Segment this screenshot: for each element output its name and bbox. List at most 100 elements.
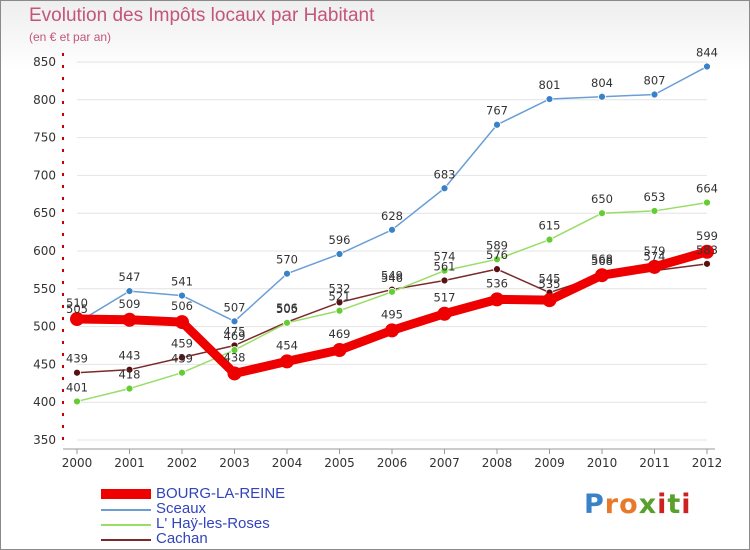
data-point-sceaux bbox=[493, 120, 501, 129]
data-label-cachan: 506 bbox=[276, 301, 298, 315]
series-layer bbox=[70, 62, 714, 406]
data-point-sceaux bbox=[230, 317, 239, 326]
data-label-sceaux: 570 bbox=[276, 253, 298, 267]
legend-swatch-sceaux bbox=[101, 509, 151, 511]
data-label-l-ha-les-roses: 650 bbox=[591, 192, 613, 206]
data-label-cachan: 576 bbox=[486, 248, 508, 262]
data-label-bourg-la-reine: 568 bbox=[591, 252, 613, 266]
data-label-cachan: 475 bbox=[224, 325, 246, 339]
y-tick-label: 350 bbox=[33, 433, 56, 447]
data-point-sceaux bbox=[178, 291, 186, 300]
data-label-cachan: 443 bbox=[119, 349, 141, 363]
proxiti-logo: Proxiti bbox=[584, 489, 692, 520]
data-point-l-ha-les-roses bbox=[493, 255, 501, 264]
legend-swatch-lhay-les-roses bbox=[101, 524, 151, 526]
x-tick-label: 2011 bbox=[639, 456, 670, 470]
data-label-cachan: 583 bbox=[696, 243, 718, 257]
logo-letter: r bbox=[604, 489, 620, 520]
y-tick-label: 500 bbox=[33, 320, 56, 334]
data-point-l-ha-les-roses bbox=[125, 384, 134, 393]
data-point-sceaux bbox=[598, 92, 606, 101]
data-label-l-ha-les-roses: 439 bbox=[171, 352, 193, 366]
legend-label-cachan: Cachan bbox=[156, 530, 208, 547]
data-point-cachan bbox=[440, 276, 449, 285]
data-point-bourg-la-reine bbox=[700, 244, 714, 259]
chart-subtitle: (en € et par an) bbox=[29, 30, 112, 44]
logo-letter: x bbox=[638, 489, 658, 520]
y-tick-label: 550 bbox=[33, 282, 56, 296]
data-label-cachan: 561 bbox=[434, 259, 456, 273]
data-label-cachan: 439 bbox=[66, 352, 88, 366]
data-label-cachan: 574 bbox=[644, 250, 666, 264]
logo-letter: o bbox=[619, 489, 639, 520]
legend-label-lhay-les-roses: L' Haÿ-les-Roses bbox=[156, 515, 270, 532]
data-label-sceaux: 683 bbox=[434, 167, 456, 181]
data-point-bourg-la-reine bbox=[227, 366, 242, 381]
data-label-l-ha-les-roses: 589 bbox=[486, 238, 508, 252]
data-point-bourg-la-reine bbox=[175, 315, 189, 330]
data-point-bourg-la-reine bbox=[490, 292, 504, 307]
data-label-bourg-la-reine: 469 bbox=[329, 327, 351, 341]
data-label-bourg-la-reine: 438 bbox=[224, 350, 246, 364]
data-point-cachan bbox=[178, 353, 186, 362]
data-label-sceaux: 628 bbox=[381, 209, 403, 223]
data-point-cachan bbox=[73, 368, 81, 377]
legend-label-sceaux: Sceaux bbox=[156, 500, 207, 517]
data-point-bourg-la-reine bbox=[437, 306, 452, 321]
y-tick-label: 750 bbox=[33, 131, 56, 145]
data-point-l-ha-les-roses bbox=[230, 346, 239, 354]
data-label-sceaux: 767 bbox=[486, 104, 508, 118]
x-tick-label: 2005 bbox=[324, 456, 355, 470]
x-tick-label: 2000 bbox=[62, 456, 93, 470]
data-label-l-ha-les-roses: 521 bbox=[329, 290, 351, 304]
y-tick-label: 600 bbox=[33, 244, 56, 258]
data-point-bourg-la-reine bbox=[280, 354, 294, 369]
data-point-bourg-la-reine bbox=[385, 323, 399, 338]
data-point-sceaux bbox=[283, 269, 291, 278]
x-tick-label: 2001 bbox=[114, 456, 145, 470]
x-tick-label: 2008 bbox=[482, 456, 513, 470]
data-label-bourg-la-reine: 517 bbox=[434, 291, 456, 305]
data-label-l-ha-les-roses: 615 bbox=[539, 219, 561, 233]
data-label-bourg-la-reine: 579 bbox=[644, 244, 666, 258]
y-tick-label: 400 bbox=[33, 395, 56, 409]
x-tick-label: 2007 bbox=[429, 456, 460, 470]
data-label-bourg-la-reine: 454 bbox=[276, 338, 298, 352]
x-tick-label: 2003 bbox=[219, 456, 250, 470]
data-point-cachan bbox=[125, 365, 134, 374]
data-point-l-ha-les-roses bbox=[598, 209, 606, 218]
y-tick-label: 800 bbox=[33, 93, 56, 107]
legend-swatch-cachan bbox=[101, 539, 151, 541]
data-point-l-ha-les-roses bbox=[440, 266, 449, 275]
data-label-l-ha-les-roses: 546 bbox=[381, 271, 403, 285]
legend-swatch-bourg-la-reine bbox=[101, 489, 151, 499]
x-tick-label: 2002 bbox=[167, 456, 198, 470]
data-label-bourg-la-reine: 495 bbox=[381, 307, 403, 321]
x-tick-label: 2010 bbox=[587, 456, 618, 470]
data-point-sceaux bbox=[335, 250, 344, 258]
data-point-l-ha-les-roses bbox=[703, 198, 711, 207]
data-label-l-ha-les-roses: 664 bbox=[696, 182, 718, 196]
data-point-sceaux bbox=[650, 90, 659, 99]
data-point-bourg-la-reine bbox=[122, 312, 137, 327]
data-point-bourg-la-reine bbox=[595, 268, 609, 283]
data-point-l-ha-les-roses bbox=[283, 318, 291, 327]
logo-letter: i bbox=[681, 489, 692, 520]
data-label-bourg-la-reine: 599 bbox=[696, 229, 718, 243]
data-point-cachan bbox=[703, 259, 711, 268]
x-tick-label: 2009 bbox=[534, 456, 565, 470]
data-label-sceaux: 804 bbox=[591, 76, 613, 90]
data-point-sceaux bbox=[545, 95, 554, 103]
logo-letter: i bbox=[657, 489, 668, 520]
data-label-bourg-la-reine: 510 bbox=[66, 296, 88, 310]
data-label-cachan: 459 bbox=[171, 337, 193, 351]
data-label-bourg-la-reine: 506 bbox=[171, 299, 193, 313]
data-point-bourg-la-reine bbox=[332, 343, 347, 358]
data-point-l-ha-les-roses bbox=[73, 397, 81, 406]
data-point-l-ha-les-roses bbox=[388, 287, 396, 296]
data-point-cachan bbox=[493, 265, 501, 274]
data-label-cachan: 549 bbox=[381, 269, 403, 283]
data-point-l-ha-les-roses bbox=[178, 368, 186, 377]
data-point-sceaux bbox=[125, 287, 134, 295]
